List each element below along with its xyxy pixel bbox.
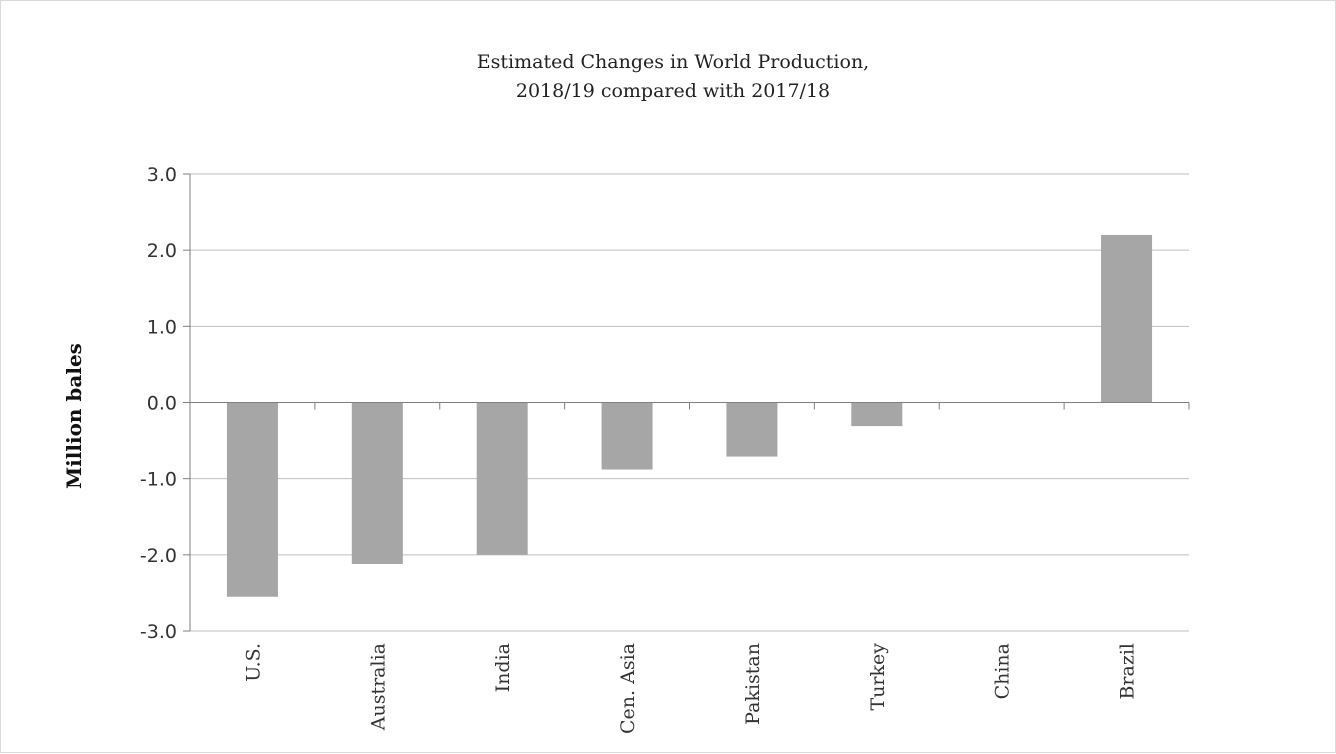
x-tick-label: Australia [367,643,389,731]
y-tick-label: 0.0 [147,393,177,415]
y-tick-label: -2.0 [140,545,177,567]
bar [226,402,278,597]
tick-labels: 3.0 2.0 1.0 0.0 -1.0 -2.0 -3.0 U.S. Australia Ind… [140,164,1139,734]
bar [601,402,653,470]
y-tick-label: 3.0 [147,164,177,186]
x-tick-label: Pakistan [742,643,764,725]
y-tick-label: -3.0 [140,621,177,643]
y-axis-label: Million bales [62,343,86,489]
y-tick-label: 1.0 [147,316,177,338]
y-tick-label: -1.0 [140,469,177,491]
bar [726,402,778,457]
bar [351,402,403,564]
y-tick-label: 2.0 [147,240,177,262]
axes [183,173,1190,632]
bar [851,402,903,427]
x-tick-label: U.S. [242,643,264,682]
x-tick-label: China [992,643,1014,699]
bars [226,234,1153,597]
x-tick-label: India [492,643,514,692]
bar [1101,234,1153,403]
bar [476,402,528,555]
x-tick-label: Brazil [1117,643,1139,700]
x-tick-label: Cen. Asia [617,643,639,734]
chart-title-line-2: 2018/19 compared with 2017/18 [516,80,830,102]
x-tick-label: Turkey [867,643,889,711]
chart-title-line-1: Estimated Changes in World Production, [477,51,869,73]
